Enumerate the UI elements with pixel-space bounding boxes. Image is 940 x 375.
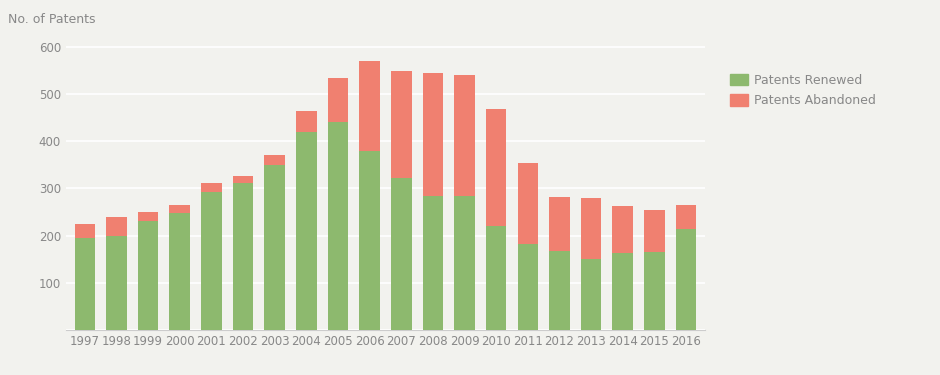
Bar <box>264 156 285 165</box>
Legend: Patents Renewed, Patents Abandoned: Patents Renewed, Patents Abandoned <box>730 74 876 107</box>
Bar <box>613 253 633 330</box>
Bar <box>423 195 443 330</box>
Bar <box>486 109 507 226</box>
Bar <box>391 178 412 330</box>
Bar <box>169 213 190 330</box>
Bar <box>106 217 127 236</box>
Text: No. of Patents: No. of Patents <box>8 13 96 26</box>
Bar <box>106 236 127 330</box>
Bar <box>454 195 475 330</box>
Bar <box>138 220 158 330</box>
Bar <box>359 151 380 330</box>
Bar <box>233 183 253 330</box>
Bar <box>264 165 285 330</box>
Bar <box>518 164 538 244</box>
Bar <box>328 122 348 330</box>
Bar <box>518 244 538 330</box>
Bar <box>296 111 317 132</box>
Bar <box>328 78 348 122</box>
Bar <box>676 205 697 229</box>
Bar <box>549 251 570 330</box>
Bar <box>169 205 190 213</box>
Bar <box>201 192 222 330</box>
Bar <box>74 224 95 238</box>
Bar <box>201 183 222 192</box>
Bar <box>296 132 317 330</box>
Bar <box>676 229 697 330</box>
Bar <box>74 238 95 330</box>
Bar <box>391 72 412 178</box>
Bar <box>233 176 253 183</box>
Bar <box>486 226 507 330</box>
Bar <box>644 252 665 330</box>
Bar <box>359 61 380 151</box>
Bar <box>581 198 602 259</box>
Bar <box>644 210 665 252</box>
Bar <box>549 197 570 251</box>
Bar <box>138 212 158 220</box>
Bar <box>581 259 602 330</box>
Bar <box>454 75 475 195</box>
Bar <box>613 206 633 253</box>
Bar <box>423 73 443 195</box>
